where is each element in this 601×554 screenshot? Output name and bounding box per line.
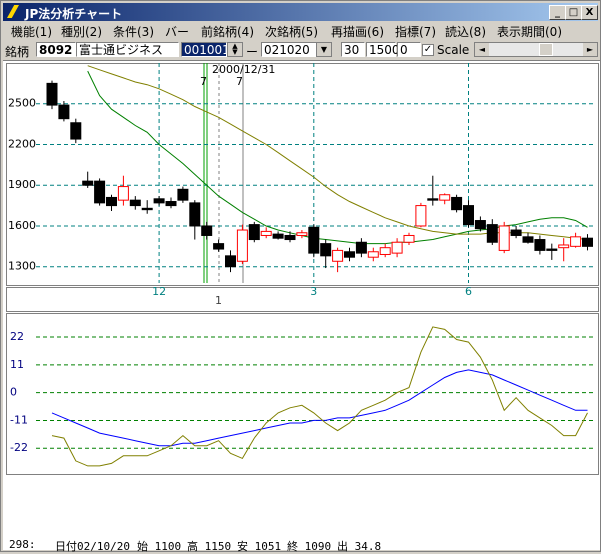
dash: ー [246,45,259,59]
close-button[interactable]: X [581,5,598,20]
maximize-button[interactable]: □ [565,5,582,20]
field-2[interactable]: 1500 [366,42,400,57]
name-field[interactable]: 富士通ビジネス [76,42,179,57]
status-item: 高 1150 [187,540,232,553]
menu-item[interactable]: 指標(7) [395,25,436,39]
menu-item[interactable]: 種別(2) [61,25,102,39]
scale-checkbox[interactable]: ✓ [422,44,434,56]
checkbox-label: Scale [437,43,470,57]
combo-arrow[interactable]: ▼ [316,42,332,57]
status-item: 出 34.8 [337,540,382,553]
menu-item[interactable]: 機能(1) [11,25,52,39]
status-item: 日付02/10/20 [55,540,130,553]
title-bar: JP法分析チャート _ □ X [3,3,598,21]
status-item: 始 1100 [137,540,182,553]
scrollbar[interactable]: ◄ ► [474,42,598,57]
to-combo[interactable]: 021020 [261,42,317,57]
price-panel [6,63,599,286]
status-item: 安 1051 [237,540,282,553]
from-field[interactable]: 001001 [181,42,230,57]
field-3[interactable]: 0 [397,42,421,57]
app-icon [7,5,19,18]
menu-item[interactable]: 再描画(6) [331,25,384,39]
menu-item[interactable]: 条件(3) [113,25,154,39]
window-title: JP法分析チャート [25,7,123,21]
chart-area: 298: 日付02/10/20 始 1100 高 1150 安 1051 終 1… [3,60,600,553]
status-item: 298: [9,538,36,551]
code-field[interactable]: 8092 [36,42,76,57]
symbol-label: 銘柄 [5,45,30,59]
menu-item[interactable]: 前銘柄(4) [201,25,254,39]
status-item: 終 1090 [287,540,332,553]
minimize-button[interactable]: _ [549,5,566,20]
menu-item[interactable]: バー [165,25,190,39]
menu-item[interactable]: 次銘柄(5) [265,25,318,39]
menu-item[interactable]: 読込(8) [445,25,486,39]
field-1[interactable]: 30 [341,42,365,57]
date-strip [6,287,599,312]
spin-button[interactable]: ▲ ▼ [227,42,243,57]
oscillator-panel [6,313,599,475]
menu-item[interactable]: 表示期間(0) [497,25,562,39]
